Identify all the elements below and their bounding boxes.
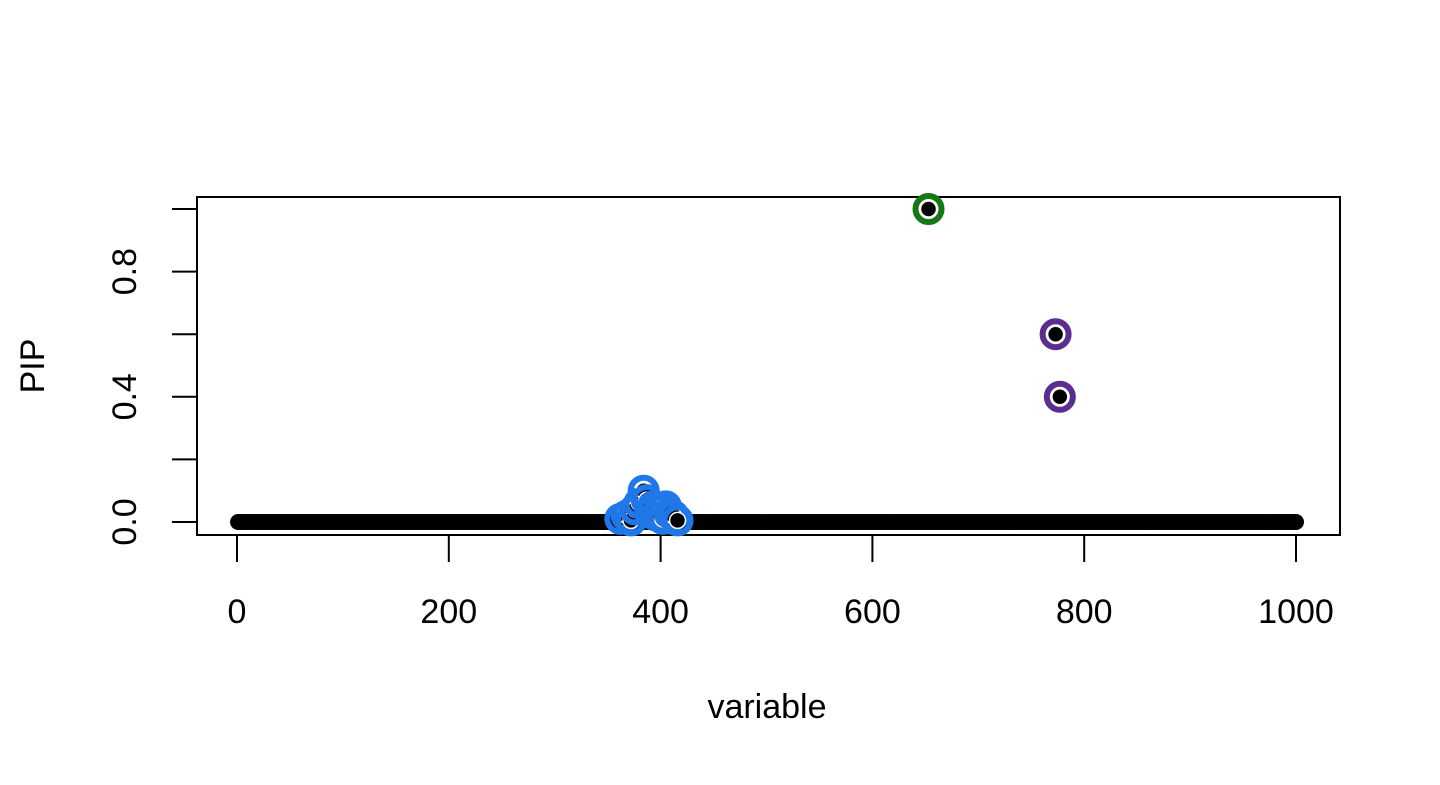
x-tick-label-800: 800	[1056, 593, 1113, 631]
x-tick-label-400: 400	[632, 593, 689, 631]
x-tick-label-200: 200	[420, 593, 477, 631]
series-0-ring-14	[657, 499, 690, 532]
y-tick-label-0_4: 0.4	[106, 373, 144, 420]
series-1-ring-0	[912, 193, 945, 225]
y-tick-label-0_8: 0.8	[106, 248, 144, 295]
x-tick-label-1000: 1000	[1258, 593, 1334, 631]
baseline-points	[230, 514, 1304, 530]
series-2-point-0	[1046, 325, 1065, 343]
x-axis-title: variable	[707, 688, 826, 726]
plot-frame	[196, 196, 1341, 536]
x-axis: 0 200 400 600 800 1000	[228, 534, 1334, 631]
series-0-ring-15	[661, 504, 694, 537]
series-1-point-0	[919, 200, 938, 218]
y-axis-title: PIP	[14, 339, 52, 394]
y-axis: 0.0 0.4 0.8	[106, 208, 198, 546]
baseline-point	[1288, 514, 1304, 530]
data-points	[604, 193, 1076, 537]
series-2-point-1	[1051, 388, 1069, 406]
series-2-ring-1	[1043, 380, 1076, 413]
x-tick-label-0: 0	[228, 593, 247, 631]
series-0-point-15	[668, 511, 687, 530]
x-tick-label-600: 600	[844, 593, 901, 631]
series-2-ring-0	[1039, 318, 1072, 351]
y-tick-label-0: 0.0	[106, 498, 144, 545]
